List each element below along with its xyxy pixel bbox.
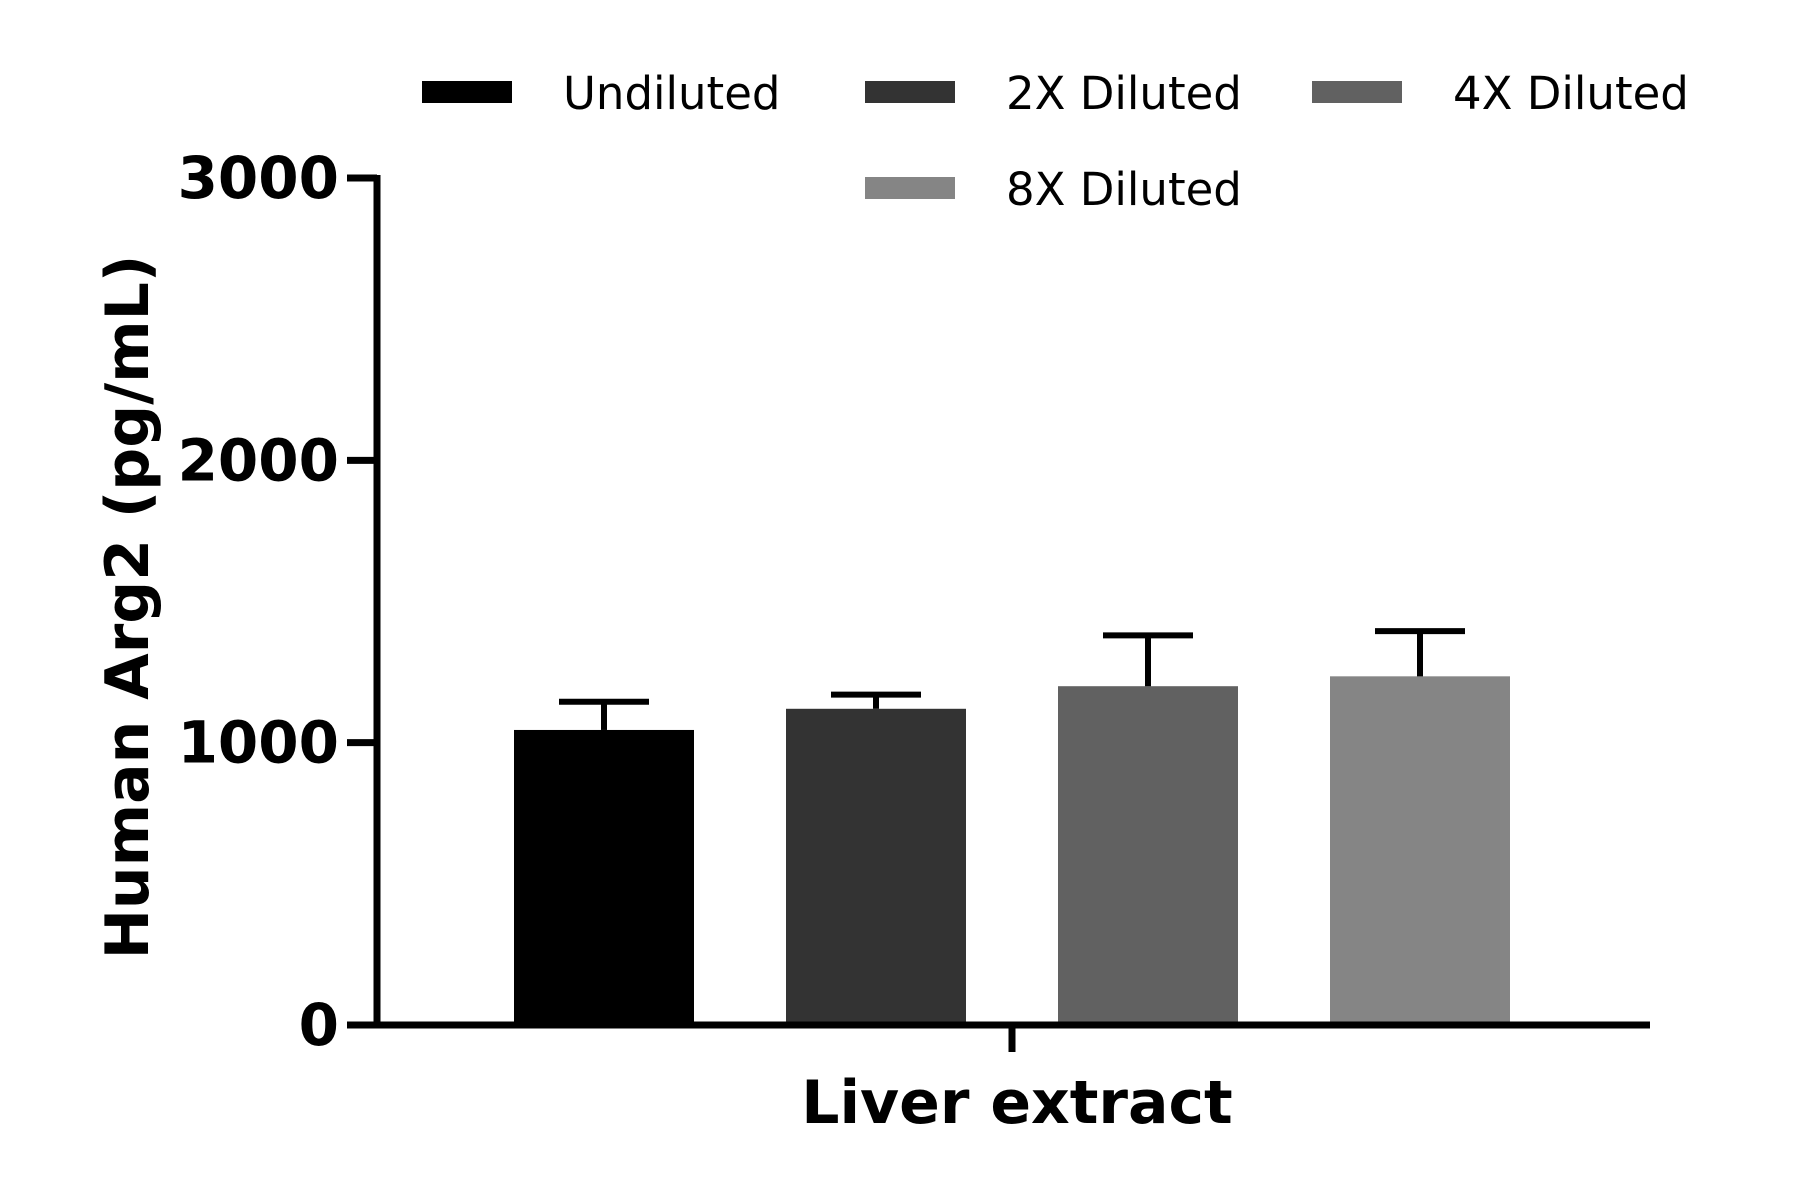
legend: Undiluted 2X Diluted 4X Diluted 8X Diluted: [422, 67, 1689, 216]
legend-swatch-4x-diluted: [1312, 81, 1402, 103]
y-ticks-group: 0 1000 2000 3000: [178, 144, 377, 1059]
bar-4x-diluted: [1058, 686, 1238, 1025]
y-tick-label: 0: [299, 991, 339, 1059]
y-tick-label: 3000: [178, 144, 339, 212]
y-tick-label: 2000: [178, 426, 339, 494]
bars-group: [514, 676, 1510, 1025]
error-bars-group: [559, 628, 1465, 730]
y-axis-title: Human Arg2 (pg/mL): [93, 255, 163, 960]
legend-label-2x-diluted: 2X Diluted: [1006, 67, 1242, 120]
bar-2x-diluted: [786, 708, 966, 1025]
legend-swatch-undiluted: [422, 81, 512, 103]
legend-label-4x-diluted: 4X Diluted: [1453, 67, 1689, 120]
axes-group: [373, 175, 1650, 1052]
x-axis-title: Liver extract: [801, 1068, 1232, 1138]
legend-label-8x-diluted: 8X Diluted: [1006, 163, 1242, 216]
y-tick-label: 1000: [178, 709, 339, 777]
legend-swatch-2x-diluted: [865, 81, 955, 103]
legend-label-undiluted: Undiluted: [563, 67, 780, 120]
bar-undiluted: [514, 729, 694, 1025]
legend-swatch-8x-diluted: [865, 177, 955, 199]
bar-8x-diluted: [1330, 676, 1510, 1025]
